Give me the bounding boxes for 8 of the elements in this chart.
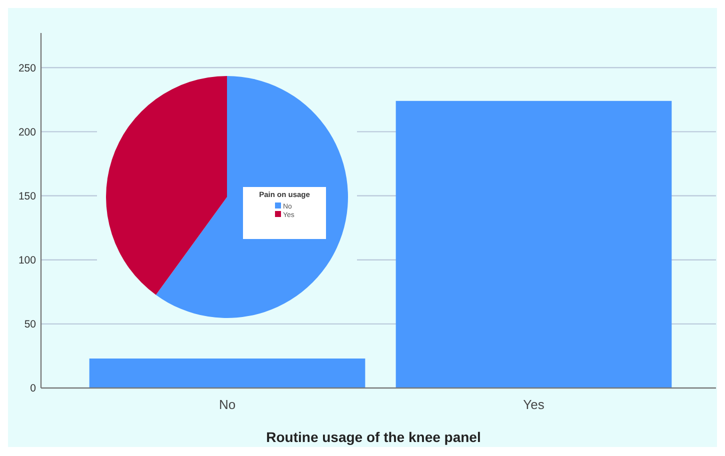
y-tick-label: 100 <box>18 254 36 267</box>
y-tick-label: 150 <box>18 190 36 202</box>
y-tick-label: 200 <box>18 126 36 138</box>
y-tick-label: 0 <box>30 382 36 395</box>
y-tick-label: 50 <box>24 318 36 331</box>
pie-slice <box>106 76 227 295</box>
x-axis-title: Routine usage of the knee panel <box>266 429 481 445</box>
y-tick-label: 250 <box>18 62 36 74</box>
